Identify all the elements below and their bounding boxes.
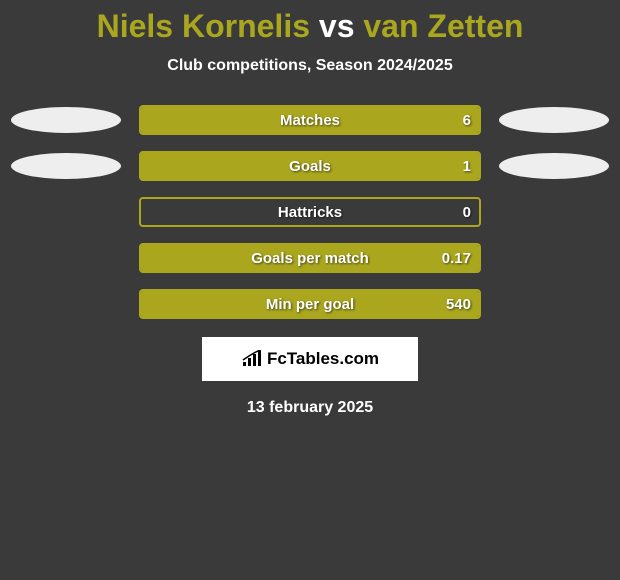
logo-box: FcTables.com [202,337,418,381]
ellipse-left [11,153,121,179]
ellipse-right [499,107,609,133]
stat-bar: Goals per match 0.17 [139,243,481,273]
stat-value-right: 1 [463,158,471,175]
stat-row: Hattricks 0 [0,197,620,227]
comparison-panel: Niels Kornelis vs van Zetten Club compet… [0,0,620,417]
stat-label: Min per goal [266,296,354,313]
ellipse-right [499,245,609,271]
ellipse-right [499,291,609,317]
ellipse-left [11,245,121,271]
stat-bar: Min per goal 540 [139,289,481,319]
ellipse-left [11,199,121,225]
ellipse-right [499,153,609,179]
title-player2: van Zetten [363,8,523,44]
stat-row: Min per goal 540 [0,289,620,319]
title-player1: Niels Kornelis [97,8,310,44]
page-title: Niels Kornelis vs van Zetten [0,8,620,45]
stat-label: Matches [280,112,340,129]
date-text: 13 february 2025 [0,399,620,417]
stat-row: Goals 1 [0,151,620,181]
subtitle: Club competitions, Season 2024/2025 [0,57,620,75]
stat-label: Hattricks [278,204,342,221]
stat-row: Matches 6 [0,105,620,135]
stat-value-right: 0 [463,204,471,221]
stat-label: Goals [289,158,331,175]
stat-bar: Goals 1 [139,151,481,181]
ellipse-left [11,107,121,133]
stats-rows: Matches 6 Goals 1 Hattricks 0 Goals per match 0… [0,105,620,319]
logo-text: FcTables.com [267,349,379,369]
stat-value-right: 0.17 [442,250,471,267]
title-vs: vs [319,8,355,44]
stat-bar: Matches 6 [139,105,481,135]
ellipse-right [499,199,609,225]
chart-icon [241,350,263,368]
stat-value-right: 6 [463,112,471,129]
stat-row: Goals per match 0.17 [0,243,620,273]
stat-bar: Hattricks 0 [139,197,481,227]
stat-label: Goals per match [251,250,369,267]
stat-value-right: 540 [446,296,471,313]
ellipse-left [11,291,121,317]
